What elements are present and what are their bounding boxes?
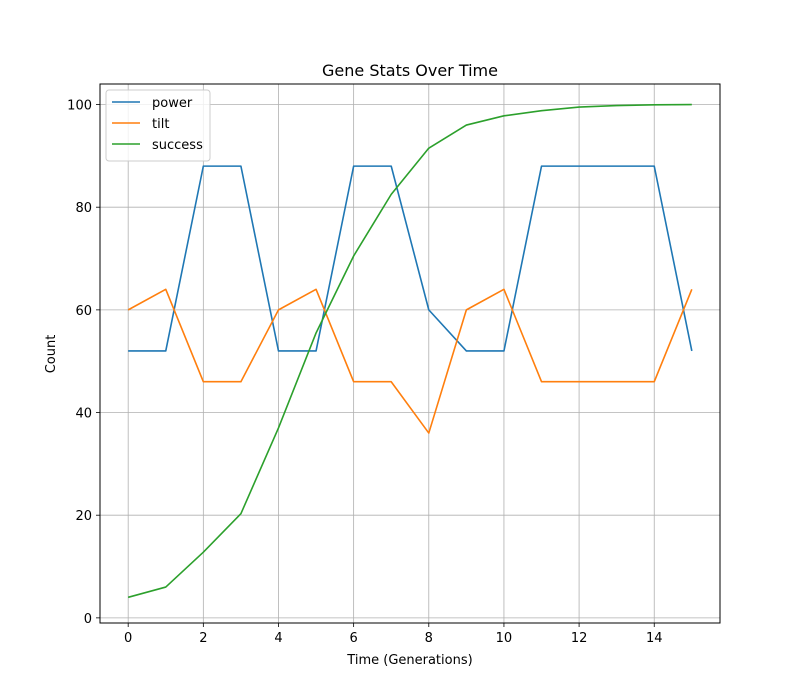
axis-ticks: 0 2 4 6 8 10 12 14 0 20 40 60 80 100 <box>67 99 662 646</box>
y-tick-label: 60 <box>75 304 92 319</box>
legend-label-power: power <box>152 96 193 111</box>
x-axis-label: Time (Generations) <box>346 653 472 668</box>
y-tick-label: 40 <box>75 407 92 422</box>
y-axis-label: Count <box>44 335 59 374</box>
legend: power tilt success <box>105 89 211 162</box>
series-lines <box>127 103 693 599</box>
plot-frame <box>99 83 721 624</box>
y-tick-label: 80 <box>75 201 92 216</box>
y-tick-label: 0 <box>84 612 92 627</box>
x-tick-label: 8 <box>425 631 433 646</box>
legend-label-success: success <box>152 138 203 153</box>
x-tick-label: 2 <box>199 631 207 646</box>
x-tick-label: 14 <box>646 631 663 646</box>
y-tick-label: 100 <box>67 99 92 114</box>
x-tick-label: 12 <box>571 631 588 646</box>
grid <box>100 84 720 623</box>
y-tick-label: 20 <box>75 509 92 524</box>
legend-label-tilt: tilt <box>152 117 169 132</box>
series-line-success <box>127 103 692 599</box>
x-tick-label: 10 <box>496 631 513 646</box>
chart-title: Gene Stats Over Time <box>322 61 498 80</box>
series-line-tilt <box>127 288 693 434</box>
series-line-power <box>128 165 693 352</box>
x-tick-label: 6 <box>349 631 357 646</box>
x-tick-label: 0 <box>124 631 132 646</box>
x-tick-label: 4 <box>274 631 282 646</box>
